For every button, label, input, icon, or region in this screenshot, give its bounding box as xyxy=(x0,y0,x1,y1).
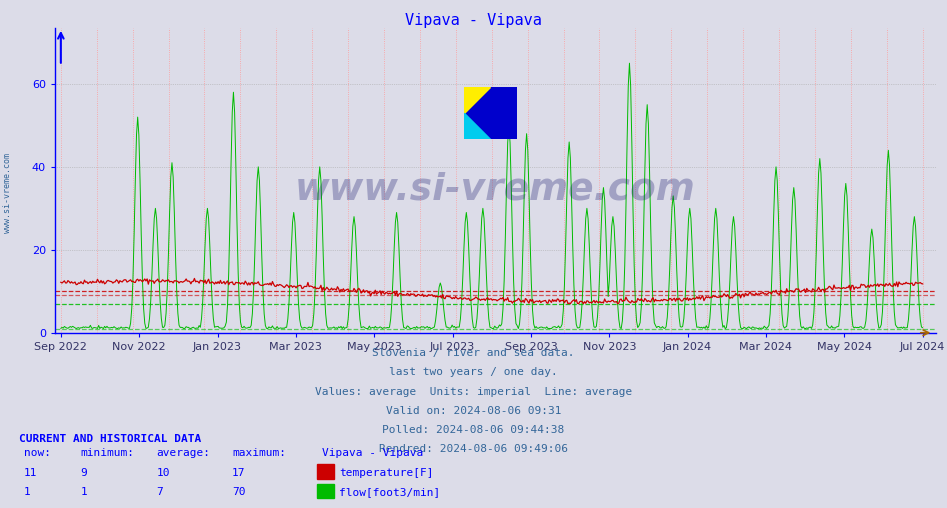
Text: 1: 1 xyxy=(80,487,87,497)
Text: Rendred: 2024-08-06 09:49:06: Rendred: 2024-08-06 09:49:06 xyxy=(379,444,568,455)
Text: temperature[F]: temperature[F] xyxy=(339,468,434,478)
Polygon shape xyxy=(464,87,516,139)
Text: last two years / one day.: last two years / one day. xyxy=(389,367,558,377)
Text: maximum:: maximum: xyxy=(232,448,286,458)
Text: 17: 17 xyxy=(232,468,245,478)
Polygon shape xyxy=(464,113,491,139)
Text: 10: 10 xyxy=(156,468,170,478)
Text: Polled: 2024-08-06 09:44:38: Polled: 2024-08-06 09:44:38 xyxy=(383,425,564,435)
Text: www.si-vreme.com: www.si-vreme.com xyxy=(295,172,696,207)
Text: Vipava - Vipava: Vipava - Vipava xyxy=(405,13,542,28)
Text: www.si-vreme.com: www.si-vreme.com xyxy=(3,153,12,233)
Text: 11: 11 xyxy=(24,468,37,478)
Text: Vipava - Vipava: Vipava - Vipava xyxy=(322,448,423,458)
Text: Values: average  Units: imperial  Line: average: Values: average Units: imperial Line: av… xyxy=(314,387,633,397)
Text: minimum:: minimum: xyxy=(80,448,134,458)
Text: flow[foot3/min]: flow[foot3/min] xyxy=(339,487,440,497)
Text: CURRENT AND HISTORICAL DATA: CURRENT AND HISTORICAL DATA xyxy=(19,434,201,444)
Text: now:: now: xyxy=(24,448,51,458)
Text: 9: 9 xyxy=(80,468,87,478)
Text: Valid on: 2024-08-06 09:31: Valid on: 2024-08-06 09:31 xyxy=(385,406,562,416)
Text: Slovenia / river and sea data.: Slovenia / river and sea data. xyxy=(372,348,575,358)
Text: average:: average: xyxy=(156,448,210,458)
Text: 70: 70 xyxy=(232,487,245,497)
Text: 7: 7 xyxy=(156,487,163,497)
Polygon shape xyxy=(464,87,491,113)
Text: 1: 1 xyxy=(24,487,30,497)
